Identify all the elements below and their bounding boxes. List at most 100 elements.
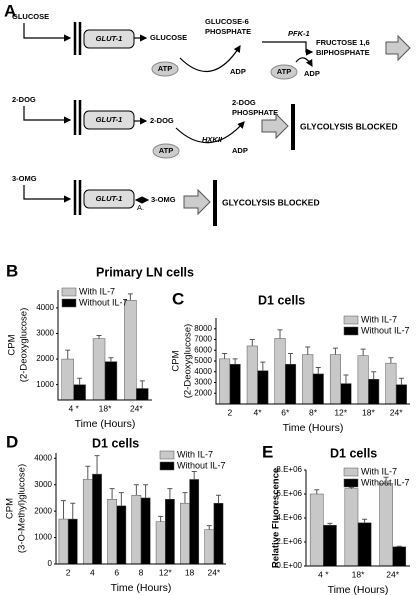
- error-bar: [118, 492, 124, 506]
- bar: [136, 388, 149, 401]
- bar: [107, 499, 117, 565]
- y-tick-label: 2.E+06: [276, 537, 302, 546]
- y-axis-label: Relative Fluorescence: [271, 468, 282, 568]
- y-tick-label: 0.E+00: [276, 561, 302, 570]
- x-tick-label: 8*: [309, 407, 318, 417]
- bar: [92, 338, 106, 401]
- bar: [61, 358, 74, 401]
- chart-title: Primary LN cells: [96, 265, 194, 279]
- error-bar: [327, 522, 333, 526]
- axes: [55, 453, 226, 565]
- input-label: 2-DOG: [12, 95, 36, 104]
- arrow: [295, 57, 313, 68]
- error-bar: [360, 348, 366, 356]
- x-tick-label: 24*: [130, 403, 143, 413]
- error-bar: [143, 484, 149, 498]
- y-tick-label: 6000: [194, 345, 212, 354]
- atp-node: [152, 143, 180, 159]
- input-label: 3-OMG: [12, 174, 37, 183]
- adp-label: ADP: [304, 69, 320, 78]
- x-tick-label: 8: [139, 567, 144, 577]
- y-tick-label: 5000: [194, 356, 212, 365]
- legend-label: Without IL-7: [177, 460, 226, 470]
- y-tick-label: 8000: [194, 324, 212, 333]
- bar: [204, 529, 215, 565]
- error-bar: [158, 515, 164, 522]
- bar: [368, 379, 380, 405]
- bar: [357, 522, 372, 567]
- chart-title: D1 cells: [258, 293, 305, 307]
- error-bar: [232, 358, 238, 365]
- x-tick-label: 18: [185, 567, 195, 577]
- error-bar: [94, 455, 100, 475]
- x-tick-label: 24*: [390, 407, 403, 417]
- enzyme-product: PHOSPHATE: [205, 27, 251, 36]
- error-bar: [277, 329, 283, 339]
- error-bar: [167, 488, 173, 500]
- arrow: [23, 106, 72, 124]
- x-tick-label: 2: [66, 567, 71, 577]
- bar: [82, 479, 93, 565]
- y-axis-label: (2-Deoxyglucose): [183, 324, 194, 398]
- y-tick-label: 4.E+06: [276, 513, 302, 522]
- bar: [285, 363, 297, 405]
- bar: [213, 502, 224, 565]
- error-bar: [206, 525, 212, 530]
- error-bar: [215, 494, 221, 504]
- error-bar: [108, 357, 114, 362]
- y-axis-label: CPM: [7, 334, 18, 355]
- y-tick-label: 8.E+06: [276, 465, 302, 474]
- error-bar: [260, 361, 266, 371]
- error-bar: [109, 488, 115, 500]
- panel-label: C: [172, 289, 184, 308]
- bar: [58, 518, 69, 565]
- bar: [312, 373, 324, 405]
- legend-swatch: [159, 461, 175, 471]
- x-tick-label: 2: [227, 407, 232, 417]
- block-arrow: [385, 34, 411, 62]
- x-tick-label: 18*: [362, 407, 375, 417]
- error-bar: [65, 349, 71, 360]
- enzyme-product: 2-DOG: [232, 98, 256, 107]
- y-tick-label: 3000: [34, 480, 52, 489]
- bar: [219, 358, 231, 405]
- arrow: [262, 41, 314, 56]
- legend-swatch: [61, 287, 77, 297]
- x-axis-label: Time (Hours): [75, 418, 136, 430]
- y-tick-label: 2000: [34, 506, 52, 515]
- error-bar: [343, 374, 349, 384]
- transporter-label: GLUT-1: [96, 34, 123, 43]
- y-tick-label: 2000: [36, 354, 54, 363]
- x-axis-label: Time (Hours): [111, 582, 172, 594]
- arrow: [23, 23, 72, 42]
- chart-title: D1 cells: [330, 446, 377, 460]
- diagram: A GLUCOSE GLUT-1 GLUCOSE GLUCOSE-6 PHOSP…: [4, 1, 411, 226]
- y-tick-label: 1000: [34, 533, 52, 542]
- bar: [379, 482, 393, 567]
- panel-label: A: [4, 1, 16, 20]
- error-bar: [315, 366, 321, 374]
- bar: [92, 473, 102, 565]
- error-bar: [388, 357, 394, 364]
- error-bar: [182, 492, 188, 504]
- error-bar: [314, 489, 320, 494]
- error-bar: [139, 380, 145, 389]
- enzyme-label: HXKII: [202, 135, 223, 144]
- bar: [73, 384, 86, 401]
- error-bar: [288, 352, 294, 365]
- atp-node: [151, 61, 179, 77]
- y-axis-label: CPM: [5, 498, 16, 519]
- panel-label: E: [262, 442, 273, 461]
- arrow: [175, 121, 245, 144]
- bar: [274, 338, 286, 405]
- atp-label: ATP: [159, 146, 173, 155]
- error-bar: [191, 471, 197, 480]
- product-label: GLUCOSE: [150, 33, 187, 42]
- x-tick-label: 4 *: [68, 403, 79, 413]
- bar: [323, 524, 337, 567]
- legend-label: Without IL-7: [361, 477, 410, 487]
- adp-label: ADP: [230, 67, 246, 76]
- bar: [340, 383, 352, 405]
- atp-label: ATP: [277, 67, 291, 76]
